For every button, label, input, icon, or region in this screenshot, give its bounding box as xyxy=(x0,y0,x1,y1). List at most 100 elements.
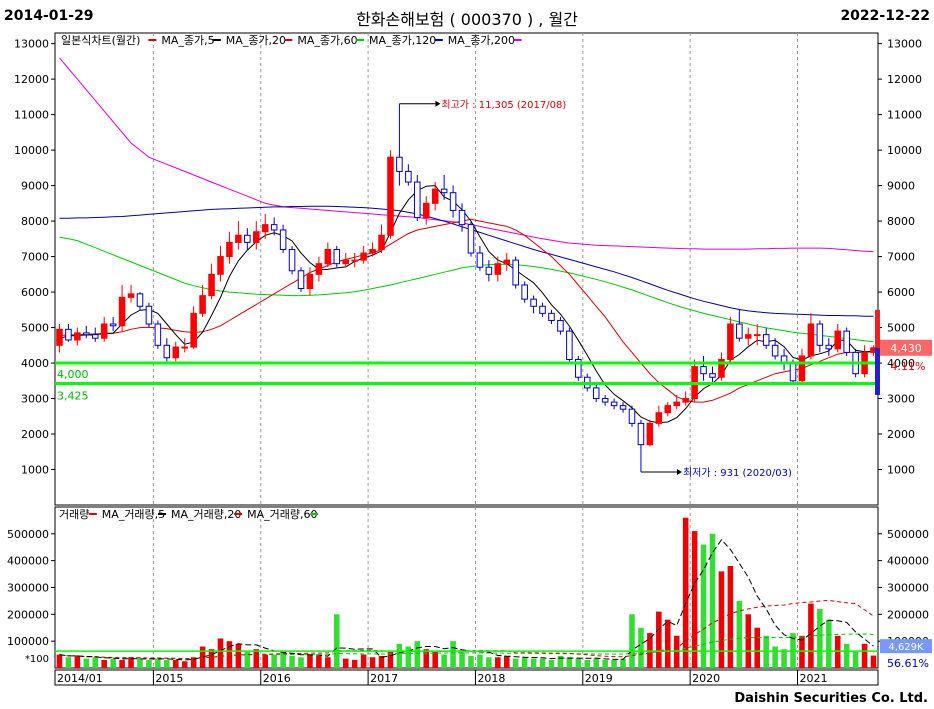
candle xyxy=(253,221,260,250)
candle-body xyxy=(145,305,153,325)
candle-body xyxy=(736,323,743,339)
volume-bar xyxy=(745,614,752,668)
price-tick-label-right: 8000 xyxy=(887,215,915,228)
volume-bar xyxy=(477,654,483,668)
candle xyxy=(709,366,716,385)
volume-bar xyxy=(92,657,99,668)
volume-bar xyxy=(548,659,555,668)
volume-bar xyxy=(119,659,125,668)
candle xyxy=(745,327,752,346)
candle-body xyxy=(682,398,689,403)
candle xyxy=(727,316,734,364)
range-bar-up xyxy=(875,309,880,348)
candle-body xyxy=(369,248,376,254)
candle-body xyxy=(288,248,296,272)
candle-body xyxy=(297,270,305,290)
candle xyxy=(74,327,81,346)
price-legend-swatch xyxy=(284,39,293,41)
candle-body xyxy=(619,405,627,410)
volume-bar xyxy=(369,657,376,668)
candle-body xyxy=(449,192,457,211)
candle xyxy=(396,103,403,186)
volume-tick-label-left: 400000 xyxy=(7,555,49,568)
volume-bar xyxy=(557,655,564,668)
volume-bar xyxy=(271,654,277,668)
candle-body xyxy=(834,330,842,350)
candle-body xyxy=(655,412,663,424)
volume-bar xyxy=(629,614,635,668)
candle xyxy=(378,224,385,254)
volume-tick-label-left: 300000 xyxy=(7,581,49,594)
volume-legend-label: MA_거래량,60 xyxy=(247,508,317,521)
volume-pct-label: 56.61% xyxy=(887,657,929,670)
price-legend-label: MA_종가,200 xyxy=(448,34,515,47)
candle-body xyxy=(315,263,323,275)
candle-body xyxy=(324,248,332,265)
candle-body xyxy=(539,305,546,314)
volume-bar xyxy=(486,657,492,668)
x-tick-label: 2018 xyxy=(477,672,505,685)
candle-body xyxy=(253,231,260,243)
candle-body xyxy=(503,259,511,265)
candle xyxy=(843,327,850,356)
range-bar-down xyxy=(875,347,880,395)
volume-bar xyxy=(459,651,465,668)
volume-tick-label-right: 300000 xyxy=(887,581,929,594)
candle-body xyxy=(575,358,582,378)
candle xyxy=(503,253,511,271)
price-tick-label-left: 8000 xyxy=(21,215,49,228)
candle xyxy=(83,325,90,339)
candle xyxy=(807,313,815,360)
volume-bar xyxy=(495,657,501,668)
candle-body xyxy=(387,156,394,236)
candle-body xyxy=(306,273,314,290)
volume-bar xyxy=(396,643,403,668)
volume-bar xyxy=(512,658,519,668)
candle-body xyxy=(610,401,618,407)
candle xyxy=(753,324,761,346)
candle xyxy=(145,302,153,328)
volume-bar xyxy=(172,659,179,668)
candle xyxy=(56,324,63,353)
volume-bar xyxy=(691,531,698,668)
price-tick-label-right: 6000 xyxy=(887,286,915,299)
x-tick-label: 2016 xyxy=(263,672,291,685)
candle-body xyxy=(414,181,421,219)
candle-body xyxy=(405,170,412,183)
candle xyxy=(163,338,171,362)
candle-body xyxy=(181,346,188,349)
candle xyxy=(548,309,555,325)
candle xyxy=(700,355,707,381)
candle-body xyxy=(494,263,502,275)
candle-body xyxy=(217,256,224,275)
volume-bar xyxy=(298,657,304,668)
last-volume-badge xyxy=(880,639,932,654)
candle xyxy=(65,324,72,342)
candle xyxy=(127,284,135,303)
candle xyxy=(610,398,618,410)
candle-body xyxy=(816,323,824,346)
candle xyxy=(798,348,806,385)
support-1-label: 4,000 xyxy=(57,368,89,381)
price-tick-label-right: 12000 xyxy=(887,73,922,86)
price-legend-swatch xyxy=(513,39,522,41)
low-annotation: 최저가 : 931 (2020/03) xyxy=(683,467,792,479)
candle xyxy=(387,150,394,239)
candle xyxy=(244,228,251,250)
ma120-line xyxy=(59,205,874,317)
candle-body xyxy=(762,334,770,346)
price-tick-label-left: 12000 xyxy=(14,73,49,86)
candle-body xyxy=(485,266,493,275)
candle xyxy=(181,338,188,353)
candle-body xyxy=(127,293,135,298)
candle-body xyxy=(727,323,734,360)
volume-bar xyxy=(307,654,313,668)
price-legend-swatch xyxy=(212,39,221,41)
volume-bar xyxy=(575,658,582,668)
candle-body xyxy=(396,156,403,172)
candle xyxy=(324,242,332,268)
volume-bar xyxy=(235,643,242,668)
candle xyxy=(512,256,519,289)
candle-body xyxy=(592,387,600,400)
price-tick-label-left: 11000 xyxy=(14,109,49,122)
